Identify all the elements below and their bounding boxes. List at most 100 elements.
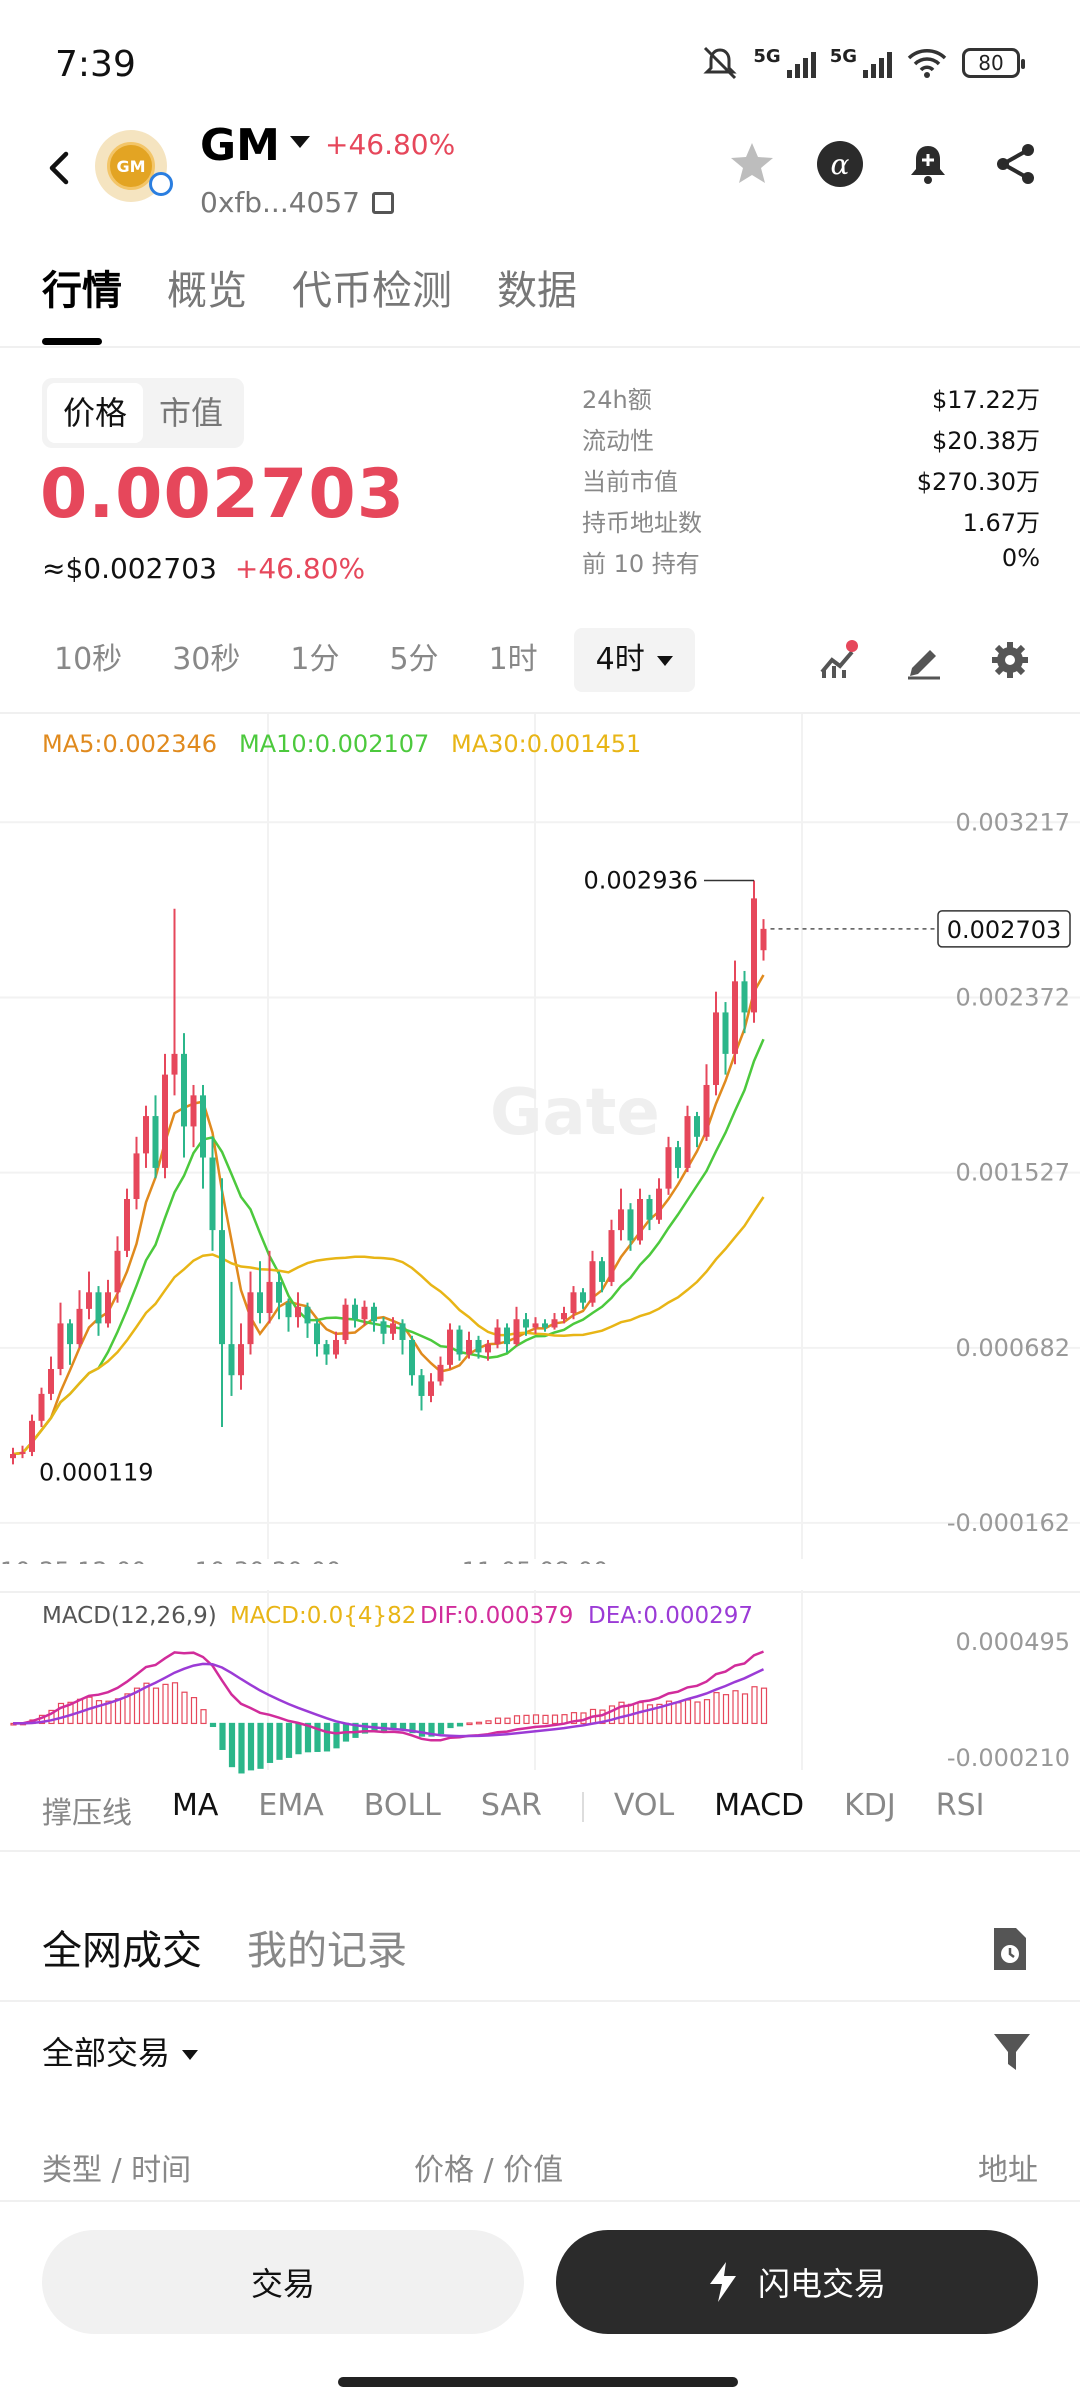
indicator-kdj[interactable]: KDJ [844, 1788, 896, 1823]
timeframe-30s[interactable]: 30秒 [172, 642, 241, 677]
chevron-down-icon [182, 2050, 199, 2060]
candle-body [295, 1306, 301, 1318]
candle-body [665, 1147, 672, 1189]
tab-my-records[interactable]: 我的记录 [247, 1928, 407, 1974]
indicator-support-resistance[interactable]: 撑压线 [42, 1796, 132, 1831]
price-marketcap-toggle: 价格 市值 [42, 378, 245, 448]
macd-histogram-bar [152, 1687, 160, 1725]
network-type-2: 5G [829, 46, 857, 67]
indicator-chart-icon[interactable] [818, 640, 858, 680]
macd-histogram-bar [618, 1701, 625, 1725]
macd-histogram-bar [760, 1687, 768, 1725]
candle-body [437, 1364, 444, 1382]
favorite-star-icon[interactable] [728, 140, 776, 188]
toggle-marketcap[interactable]: 市值 [159, 394, 224, 432]
x-tick-label: 10-25 12:00 [0, 1557, 147, 1564]
add-alert-bell-icon[interactable] [904, 140, 952, 188]
macd-histogram-bar [694, 1701, 701, 1725]
dif-line [12, 1650, 764, 1742]
indicator-sar[interactable]: SAR [480, 1788, 542, 1823]
macd-histogram-bar [57, 1702, 65, 1725]
candle-body [542, 1323, 548, 1328]
candle-body [380, 1321, 387, 1334]
candle-body [475, 1339, 482, 1353]
current-price-tag: 0.002703 [947, 916, 1062, 944]
macd-histogram-bar [361, 1722, 369, 1734]
token-switch-caret-icon[interactable] [290, 136, 310, 148]
tab-all-trades[interactable]: 全网成交 [42, 1928, 202, 1974]
macd-histogram-bar [143, 1682, 150, 1725]
indicator-vol[interactable]: VOL [613, 1788, 675, 1823]
candle-body [133, 1153, 140, 1199]
settings-gear-icon[interactable] [990, 640, 1030, 680]
copy-icon[interactable] [372, 192, 394, 214]
tab-overview[interactable]: 概览 [167, 268, 247, 314]
tab-data[interactable]: 数据 [497, 268, 577, 314]
timeframe-5m[interactable]: 5分 [389, 642, 439, 677]
current-price-box [937, 910, 1071, 948]
draw-pencil-icon[interactable] [904, 640, 944, 680]
candle-body [646, 1199, 653, 1220]
macd-histogram-bar [67, 1701, 74, 1725]
candle-body [447, 1329, 453, 1365]
candle-body [152, 1116, 159, 1168]
macd-histogram-bar [665, 1700, 673, 1725]
flash-trade-button[interactable]: 闪电交易 [556, 2230, 1038, 2334]
stat-row: 持币地址数 1.67万 [582, 503, 1040, 544]
macd-histogram-bar [722, 1694, 730, 1725]
candle-body [599, 1261, 605, 1282]
indicator-ema[interactable]: EMA [258, 1788, 324, 1823]
candle-body [675, 1147, 681, 1168]
back-arrow-icon[interactable] [40, 148, 80, 188]
ma-legend-item: MA30:0.001451 [451, 730, 641, 758]
macd-histogram-bar [181, 1691, 188, 1725]
stat-value: $270.30万 [916, 468, 1040, 496]
macd-histogram-bar [751, 1686, 758, 1725]
filter-icon[interactable] [992, 2030, 1032, 2074]
tab-market[interactable]: 行情 [42, 258, 122, 345]
macd-histogram-bar [162, 1683, 169, 1725]
macd-histogram-bar [323, 1722, 331, 1752]
chart-tools [818, 640, 1030, 680]
candle-body [589, 1261, 596, 1303]
candle-body [703, 1084, 710, 1137]
macd-histogram-bar [428, 1722, 435, 1737]
timeframe-1h[interactable]: 1时 [488, 642, 538, 677]
indicator-rsi[interactable]: RSI [935, 1788, 984, 1823]
macd-histogram-bar [247, 1722, 255, 1771]
timeframe-1m[interactable]: 1分 [290, 642, 340, 677]
macd-histogram-bar [48, 1709, 55, 1725]
y-tick-label: 0.000682 [955, 1334, 1070, 1362]
tab-token-check[interactable]: 代币检测 [292, 268, 452, 314]
macd-histogram-bar [466, 1722, 473, 1726]
candle-body [456, 1329, 463, 1355]
ma-legend-item: MA5:0.002346 [42, 730, 217, 758]
macd-y-tick: 0.000495 [955, 1628, 1070, 1656]
indicator-ma[interactable]: MA [172, 1788, 219, 1823]
alpha-icon[interactable]: α [816, 140, 864, 188]
candlestick-chart[interactable]: Gate MA5:0.002346 MA10:0.002107 MA30:0.001… [0, 714, 1080, 1564]
timeframe-10s[interactable]: 10秒 [54, 642, 123, 677]
toggle-price[interactable]: 价格 [47, 383, 144, 443]
trade-button-label: 交易 [250, 2265, 315, 2303]
share-icon[interactable] [992, 140, 1040, 188]
macd-histogram-bar [732, 1690, 739, 1725]
macd-histogram-bar [219, 1722, 226, 1750]
col-address: 地址 [978, 2153, 1038, 2188]
x-tick-label: 11-05 08:00 [462, 1557, 609, 1564]
trade-button[interactable]: 交易 [42, 2230, 524, 2334]
candle-body [485, 1344, 491, 1353]
candle-body [523, 1319, 529, 1328]
macd-histogram-bar [551, 1714, 559, 1725]
document-clock-icon[interactable] [988, 1926, 1032, 1972]
indicator-boll[interactable]: BOLL [363, 1788, 441, 1823]
candle-body [760, 928, 767, 951]
macd-chart[interactable]: MACD(12,26,9) MACD:0.0{4}82 DIF:0.000379 DE… [0, 1590, 1080, 1790]
timeframe-4h-dropdown[interactable]: 4时 [573, 628, 695, 692]
low-price-label: 0.000119 [39, 1458, 154, 1486]
macd-histogram-bar [200, 1709, 207, 1725]
trade-type-dropdown[interactable]: 全部交易 [42, 2028, 199, 2074]
indicator-macd[interactable]: MACD [714, 1788, 805, 1823]
token-symbol[interactable]: GM [200, 120, 280, 171]
macd-histogram-bar [409, 1722, 416, 1734]
